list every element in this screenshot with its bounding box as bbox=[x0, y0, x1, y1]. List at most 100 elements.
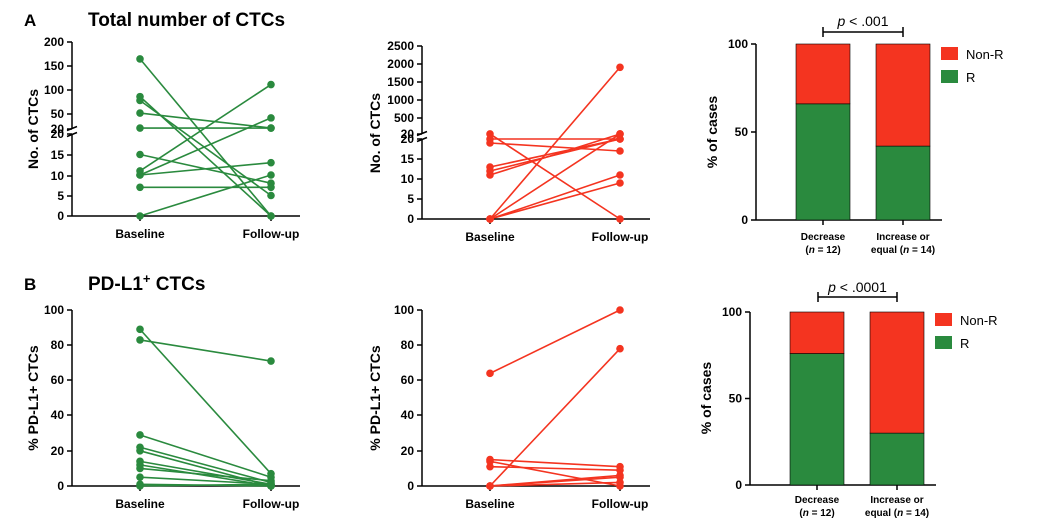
b-right-x-tick-label: Decrease bbox=[795, 495, 840, 506]
b-left-y-tick-label: 0 bbox=[57, 479, 64, 493]
a-left-followup-point bbox=[267, 171, 275, 179]
a-middle-y-tick-label: 2000 bbox=[387, 57, 414, 71]
b-right-cat-part: = 14) bbox=[903, 508, 929, 519]
a-middle-followup-point bbox=[616, 147, 624, 155]
a-middle-followup-point bbox=[616, 63, 624, 72]
b-middle-followup-point bbox=[616, 473, 624, 482]
a-middle-pair-line bbox=[489, 182, 621, 220]
a-middle-y-tick-label: 20 bbox=[401, 127, 415, 141]
b-middle-baseline-point bbox=[486, 457, 494, 466]
b-left-y-tick-label: 80 bbox=[51, 338, 65, 352]
b-right-bar-nonr bbox=[789, 311, 845, 354]
a-right-cat-part: = 12) bbox=[815, 245, 841, 256]
a-right-bar-nonr bbox=[795, 43, 851, 105]
a-middle-followup-point bbox=[616, 179, 624, 187]
b-middle-followup-point bbox=[616, 478, 624, 487]
b-right-cat-n: n bbox=[803, 508, 809, 519]
b-left-pair-line bbox=[139, 476, 272, 486]
a-left-y-tick-label: 5 bbox=[57, 189, 64, 203]
a-left-y-tick-label: 200 bbox=[44, 35, 64, 49]
a-middle-x-tick-label: Follow-up bbox=[592, 230, 649, 244]
a-middle-pair-line bbox=[489, 133, 621, 220]
b-right-x-tick-label: Increase or bbox=[870, 495, 923, 506]
b-left-y-tick-label: 40 bbox=[51, 408, 65, 422]
b-right-cat-part: ( bbox=[799, 508, 803, 519]
b-right-bar-r bbox=[869, 432, 925, 486]
a-right-bar-r bbox=[795, 103, 851, 221]
b-middle-followup-point bbox=[616, 344, 624, 353]
b-middle-baseline-point bbox=[486, 462, 494, 471]
a-left-followup-point bbox=[267, 212, 275, 220]
b-middle-pair-line bbox=[489, 465, 621, 471]
b-middle-pair-line bbox=[489, 460, 621, 487]
title-b-main: PD-L1 bbox=[88, 274, 143, 295]
a-right-y-label: % of cases bbox=[704, 96, 720, 169]
a-right-x-tick-label: (n = 12) bbox=[805, 245, 840, 256]
a-left-y-tick-label: 50 bbox=[51, 107, 65, 121]
b-right-cat-part: equal ( bbox=[865, 508, 898, 519]
b-left-baseline-point bbox=[136, 325, 144, 334]
a-right-cat-n: n bbox=[903, 245, 909, 256]
a-left-followup-point bbox=[267, 124, 275, 132]
a-right-x-tick-label: equal (n = 14) bbox=[871, 245, 935, 256]
b-middle-baseline-point bbox=[486, 369, 494, 378]
b-right-legend-label: Non-R bbox=[960, 313, 998, 328]
b-left-pair-line bbox=[139, 434, 272, 478]
b-right-cat-n: n bbox=[897, 508, 903, 519]
b-right-y-label: % of cases bbox=[698, 362, 714, 435]
a-left-y-tick-label: 150 bbox=[44, 59, 64, 73]
a-middle-pair-line bbox=[489, 66, 621, 220]
a-middle-y-tick-label: 1500 bbox=[387, 75, 414, 89]
a-right-cat-n: n bbox=[809, 245, 815, 256]
title-a: Total number of CTCs bbox=[88, 10, 285, 31]
a-middle-y-tick-label: 2500 bbox=[387, 39, 414, 53]
b-middle-followup-point bbox=[616, 306, 624, 314]
a-middle-x-tick-label: Baseline bbox=[465, 230, 515, 244]
b-right-legend-swatch bbox=[935, 336, 952, 349]
a-left-baseline-point bbox=[136, 96, 144, 105]
a-left-pair-line bbox=[139, 174, 272, 217]
b-right-bar-nonr bbox=[869, 311, 925, 434]
a-right-p-symbol: p bbox=[837, 13, 846, 29]
b-middle-baseline-point bbox=[486, 482, 494, 490]
a-middle-y-label: No. of CTCs bbox=[367, 93, 383, 173]
b-right-bar-r bbox=[789, 353, 845, 486]
a-middle-baseline-point bbox=[486, 215, 494, 223]
b-middle-followup-point bbox=[616, 466, 624, 474]
a-left-baseline-point bbox=[136, 171, 144, 179]
a-middle-y-tick-label: 1000 bbox=[387, 93, 414, 107]
a-right-p-value: p < .001 bbox=[837, 13, 889, 29]
a-left-followup-point bbox=[267, 80, 275, 89]
b-left-y-tick-label: 20 bbox=[51, 444, 65, 458]
b-left-followup-point bbox=[267, 480, 275, 489]
b-left-followup-point bbox=[267, 357, 275, 365]
b-middle-y-label: % PD-L1+ CTCs bbox=[367, 345, 383, 451]
b-middle-pair-line bbox=[489, 309, 621, 375]
b-middle-x-tick-label: Baseline bbox=[465, 497, 515, 511]
a-middle-y-tick-label: 20 bbox=[401, 132, 415, 146]
b-middle-pair-line bbox=[489, 458, 621, 468]
b-left-x-tick-label: Follow-up bbox=[243, 497, 300, 511]
a-left-pair-line bbox=[139, 161, 272, 176]
b-left-baseline-point bbox=[136, 336, 144, 344]
a-left-baseline-point bbox=[136, 212, 144, 220]
a-left-y-label: No. of CTCs bbox=[25, 89, 41, 169]
b-middle-y-tick-label: 80 bbox=[401, 338, 415, 352]
a-right-x-tick-label: Decrease bbox=[801, 232, 846, 243]
title-b-sup: + bbox=[143, 271, 151, 286]
a-right-legend-label: R bbox=[966, 70, 975, 85]
b-middle-pair-line bbox=[489, 348, 621, 487]
a-middle-baseline-point bbox=[486, 171, 494, 179]
a-middle-y-tick-label: 500 bbox=[394, 111, 414, 125]
title-b-rest: CTCs bbox=[151, 274, 206, 295]
a-left-y-tick-label: 20 bbox=[51, 122, 65, 136]
a-right-legend-swatch bbox=[941, 47, 958, 60]
a-middle-y-tick-label: 0 bbox=[407, 212, 414, 226]
a-left-followup-point bbox=[267, 158, 275, 167]
a-right-y-tick-label: 50 bbox=[735, 125, 749, 139]
a-middle-followup-point bbox=[616, 215, 624, 223]
a-left-followup-point bbox=[267, 114, 275, 122]
a-left-baseline-point bbox=[136, 124, 144, 132]
b-left-pair-line bbox=[139, 483, 272, 487]
